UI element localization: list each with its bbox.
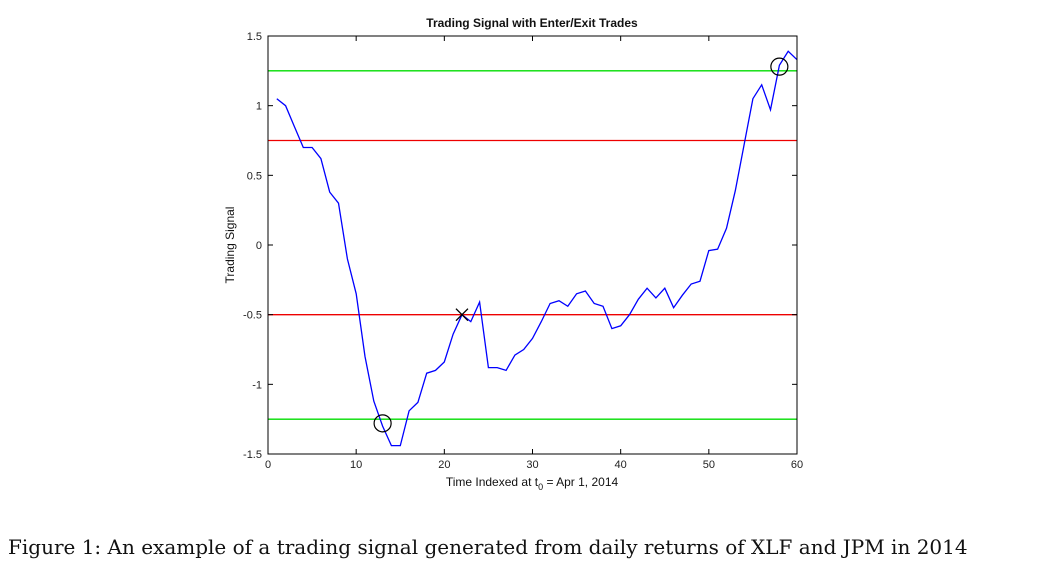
series-group bbox=[276, 50, 798, 447]
x-axis-label-subscript: 0 bbox=[538, 482, 543, 492]
trade-marker-x bbox=[455, 308, 469, 322]
x-tick-label: 20 bbox=[438, 459, 450, 471]
x-tick-label: 60 bbox=[791, 459, 803, 471]
y-axis-label: Trading Signal bbox=[223, 207, 237, 284]
axis-ticks: 0 10 20 30 40 50 60 -1.5 -1 -0.5 0 0.5 1 1.5 bbox=[243, 31, 803, 471]
x-tick-label: 50 bbox=[703, 459, 715, 471]
trade-marker-circle bbox=[373, 414, 392, 433]
chart-title: Trading Signal with Enter/Exit Trades bbox=[426, 16, 638, 30]
y-tick-label: 0.5 bbox=[247, 170, 262, 182]
y-tick-label: -0.5 bbox=[243, 310, 262, 322]
y-tick-label: 1.5 bbox=[247, 31, 262, 43]
x-axis-label-suffix: = Apr 1, 2014 bbox=[543, 475, 618, 489]
y-tick-label: 0 bbox=[256, 240, 262, 252]
x-tick-label: 0 bbox=[265, 459, 271, 471]
x-axis-label: Time Indexed at t0 = Apr 1, 2014 bbox=[446, 475, 619, 492]
y-tick-label: 1 bbox=[256, 101, 262, 113]
trade-marker-circle bbox=[770, 57, 789, 76]
trade-markers bbox=[373, 57, 789, 433]
x-tick-label: 40 bbox=[615, 459, 627, 471]
threshold-lines bbox=[268, 70, 797, 420]
y-tick-label: -1.5 bbox=[243, 449, 262, 461]
chart: 0 10 20 30 40 50 60 -1.5 -1 -0.5 0 0.5 1 1.5 Trading … bbox=[223, 16, 803, 492]
figure-caption: Figure 1: An example of a trading signal… bbox=[8, 535, 968, 559]
x-axis-label-main: Time Indexed at t bbox=[446, 475, 539, 489]
x-tick-label: 10 bbox=[350, 459, 362, 471]
x-tick-label: 30 bbox=[526, 459, 538, 471]
plot-area bbox=[268, 36, 797, 454]
signal-line bbox=[276, 50, 798, 447]
y-tick-label: -1 bbox=[252, 379, 262, 391]
